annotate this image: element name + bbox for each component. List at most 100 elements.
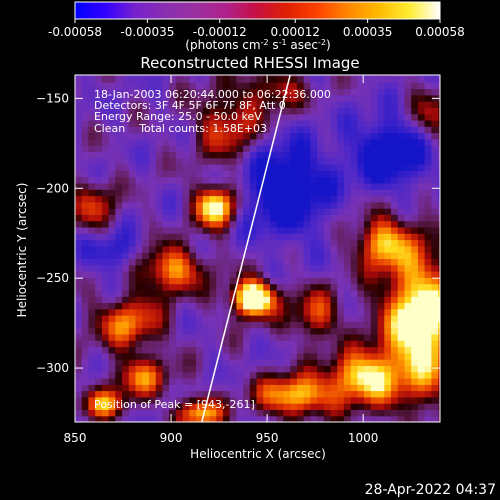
heatmap-cell (317, 359, 325, 366)
heatmap-cell (404, 321, 412, 329)
heatmap-cell (149, 252, 157, 259)
heatmap-cell (236, 308, 244, 316)
heatmap-cell (417, 340, 426, 348)
heatmap-cell (310, 403, 318, 410)
heatmap-cell (263, 359, 271, 366)
heatmap-cell (202, 75, 211, 83)
heatmap-cell (128, 75, 137, 83)
heatmap-cell (337, 283, 345, 291)
heatmap-cell (108, 113, 116, 121)
heatmap-cell (162, 126, 170, 134)
heatmap-cell (196, 226, 204, 234)
heatmap-cell (330, 245, 338, 253)
heatmap-cell (323, 396, 332, 404)
heatmap-cell (364, 189, 372, 197)
heatmap-cell (330, 415, 338, 422)
heatmap-cell (276, 201, 284, 209)
heatmap-cell (438, 333, 440, 341)
heatmap-cell (330, 359, 338, 366)
heatmap-cell (377, 75, 385, 83)
heatmap-cell (397, 315, 405, 322)
heatmap-cell (404, 258, 412, 266)
heatmap-cell (296, 415, 305, 422)
heatmap-cell (149, 384, 157, 392)
heatmap-cell (249, 113, 258, 121)
heatmap-cell (323, 145, 332, 152)
heatmap-cell (108, 283, 116, 291)
heatmap-cell (276, 226, 284, 234)
heatmap-cell (155, 182, 163, 190)
heatmap-cell (384, 119, 392, 127)
heatmap-cell (370, 208, 379, 215)
heatmap-cell (310, 327, 318, 335)
heatmap-cell (317, 308, 325, 316)
heatmap-cell (249, 333, 258, 341)
heatmap-cell (283, 208, 291, 215)
heatmap-cell (202, 340, 211, 348)
heatmap-cell (202, 195, 211, 203)
heatmap-cell (101, 201, 110, 209)
heatmap-cell (162, 403, 170, 410)
heatmap-cell (236, 75, 244, 83)
heatmap-cell (391, 264, 399, 272)
heatmap-cell (330, 352, 338, 360)
heatmap-cell (337, 164, 345, 171)
heatmap-cell (135, 82, 143, 90)
x-tick-label: 950 (256, 431, 279, 445)
heatmap-cell (417, 352, 426, 360)
heatmap-cell (384, 226, 392, 234)
heatmap-cell (343, 239, 352, 247)
heatmap-cell (196, 289, 204, 297)
heatmap-cell (343, 182, 352, 190)
heatmap-cell (88, 277, 96, 285)
heatmap-cell (81, 346, 89, 354)
heatmap-cell (236, 378, 244, 385)
heatmap-cell (364, 245, 372, 253)
heatmap-cell (202, 107, 211, 115)
heatmap-cell (155, 88, 163, 96)
heatmap-cell (343, 226, 352, 234)
heatmap-cell (189, 245, 197, 253)
heatmap-cell (81, 170, 89, 178)
heatmap-cell (108, 396, 116, 404)
heatmap-cell (343, 396, 352, 404)
heatmap-cell (189, 119, 197, 127)
heatmap-cell (276, 189, 284, 197)
heatmap-cell (162, 264, 170, 272)
heatmap-cell (222, 88, 231, 96)
heatmap-cell (202, 321, 211, 329)
heatmap-cell (196, 239, 204, 247)
heatmap-cell (142, 359, 150, 366)
heatmap-cell (337, 359, 345, 366)
heatmap-cell (142, 176, 150, 184)
heatmap-cell (88, 359, 96, 366)
heatmap-cell (196, 390, 204, 398)
heatmap-cell (377, 346, 385, 354)
heatmap-cell (189, 289, 197, 297)
heatmap-cell (323, 189, 332, 197)
heatmap-cell (438, 164, 440, 171)
heatmap-cell (236, 88, 244, 96)
heatmap-cell (95, 88, 103, 96)
heatmap-cell (330, 94, 338, 102)
heatmap-cell (182, 296, 190, 303)
heatmap-cell (149, 176, 157, 184)
heatmap-cell (350, 252, 358, 259)
heatmap-cell (115, 239, 123, 247)
heatmap-cell (411, 75, 419, 77)
heatmap-cell (81, 208, 89, 215)
heatmap-cell (256, 289, 264, 297)
heatmap-cell (303, 302, 311, 310)
heatmap-cell (263, 352, 271, 360)
heatmap-cell (81, 201, 89, 209)
heatmap-cell (276, 352, 284, 360)
heatmap-cell (95, 384, 103, 392)
heatmap-cell (310, 396, 318, 404)
heatmap-cell (256, 308, 264, 316)
heatmap-cell (384, 371, 392, 379)
heatmap-cell (377, 315, 385, 322)
heatmap-cell (317, 403, 325, 410)
heatmap-cell (330, 390, 338, 398)
heatmap-cell (357, 82, 365, 90)
heatmap-cell (290, 208, 298, 215)
